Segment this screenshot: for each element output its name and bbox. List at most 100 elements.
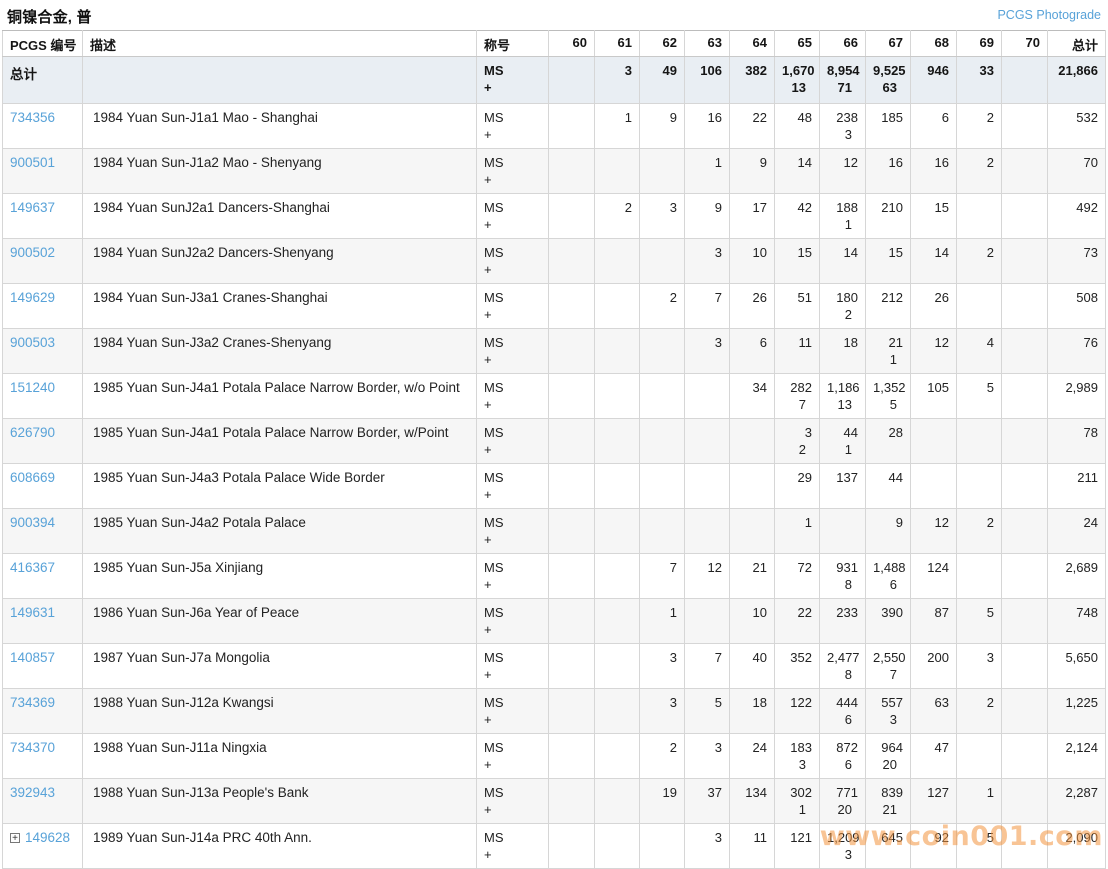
description-cell: 1984 Yuan Sun-J1a2 Mao - Shenyang (82, 148, 477, 194)
pcgs-id-link[interactable]: 416367 (10, 560, 56, 575)
table-row: 734370 1988 Yuan Sun-J11a Ningxia MS +2 3 24 1… (2, 733, 1106, 779)
grade-cell: 1,209 3 (819, 823, 866, 869)
pcgs-id-link[interactable]: 626790 (10, 425, 56, 440)
grade-cell: 15 (774, 238, 820, 284)
designation-cell: MS + (476, 688, 549, 734)
grade-count: 3 (624, 63, 632, 78)
grade-count: 2 (669, 290, 677, 305)
column-header-designation: 称号 (476, 30, 549, 57)
expand-icon[interactable] (10, 833, 20, 843)
column-header-grade-64: 64 (729, 30, 775, 57)
plus-grade-count: 13 (791, 80, 806, 95)
grade-count: 127 (927, 785, 949, 800)
pcgs-id-cell: 900503 (2, 328, 83, 374)
grade-count: 2,477 (827, 650, 860, 665)
pcgs-id-link[interactable]: 900394 (10, 515, 56, 530)
plus-grade-count: 3 (798, 757, 806, 772)
pcgs-id-cell: 900394 (2, 508, 83, 554)
grade-count: 3 (714, 830, 722, 845)
designation-line: MS (484, 605, 504, 620)
grade-cell (639, 508, 685, 554)
plus-grade-count: 7 (889, 667, 897, 682)
grade-count: 9 (759, 155, 767, 170)
grade-count: 2,550 (873, 650, 906, 665)
pcgs-id-link[interactable]: 900503 (10, 335, 56, 350)
pcgs-id-link[interactable]: 900501 (10, 155, 56, 170)
column-header-grade-66: 66 (819, 30, 866, 57)
grade-cell: 12 (684, 553, 730, 599)
designation-cell: MS + (476, 373, 549, 419)
grade-cell (1001, 508, 1048, 554)
grade-count: 11 (753, 830, 768, 845)
designation-line: + (484, 487, 492, 502)
total-cell: 508 (1047, 283, 1106, 329)
pcgs-id-link[interactable]: 151240 (10, 380, 56, 395)
pcgs-id-link[interactable]: 392943 (10, 785, 56, 800)
pcgs-id-link[interactable]: 734356 (10, 110, 56, 125)
grade-count: 2 (986, 515, 994, 530)
grade-count: 1 (624, 110, 632, 125)
plus-grade-count: 8 (844, 577, 852, 592)
grade-cell: 7 (684, 643, 730, 689)
grade-cell (548, 688, 595, 734)
grade-count: 185 (881, 110, 903, 125)
grade-count: 557 (881, 695, 903, 710)
grade-cell (1001, 823, 1048, 869)
pcgs-id-link[interactable]: 608669 (10, 470, 56, 485)
grade-count: 134 (745, 785, 767, 800)
grade-count: 212 (881, 290, 903, 305)
grade-count: 2,989 (1065, 380, 1098, 395)
grade-count: 21 (752, 560, 767, 575)
grade-count: 29 (797, 470, 812, 485)
grade-count: 3 (669, 650, 677, 665)
grade-cell (956, 283, 1002, 329)
grade-count: 26 (752, 290, 767, 305)
grade-cell: 3 (639, 688, 685, 734)
designation-line: MS (484, 290, 504, 305)
grade-count: 302 (790, 785, 812, 800)
designation-cell: MS + (476, 238, 549, 284)
grade-cell: 44 (865, 463, 911, 509)
grade-count: 1,670 (782, 63, 815, 78)
grade-cell: 29 (774, 463, 820, 509)
grade-cell (548, 508, 595, 554)
photograde-link[interactable]: PCGS Photograde (997, 8, 1101, 22)
grade-cell (1001, 688, 1048, 734)
pcgs-id-link[interactable]: 149628 (25, 830, 71, 845)
grade-cell: 2 (594, 193, 640, 239)
pcgs-id-link[interactable]: 149629 (10, 290, 56, 305)
total-cell: 76 (1047, 328, 1106, 374)
total-cell: 492 (1047, 193, 1106, 239)
grade-cell: 872 6 (819, 733, 866, 779)
grade-cell: 931 8 (819, 553, 866, 599)
grade-cell (1001, 103, 1048, 149)
grade-cell: 16 (910, 148, 957, 194)
pcgs-id-link[interactable]: 900502 (10, 245, 56, 260)
plus-grade-count: 20 (882, 757, 897, 772)
grade-count: 22 (797, 605, 812, 620)
grade-cell: 63 (910, 688, 957, 734)
designation-line: + (484, 127, 492, 142)
pcgs-id-link[interactable]: 734370 (10, 740, 56, 755)
grade-cell (548, 103, 595, 149)
grade-count: 47 (934, 740, 949, 755)
grade-count: 78 (1083, 425, 1098, 440)
grade-count: 122 (790, 695, 812, 710)
pcgs-id-link[interactable]: 149631 (10, 605, 56, 620)
totals-grade-cell (548, 56, 595, 104)
pcgs-id-link[interactable]: 140857 (10, 650, 56, 665)
designation-cell: MS + (476, 418, 549, 464)
grade-count: 5 (986, 830, 994, 845)
grade-cell: 2 (639, 733, 685, 779)
pcgs-id-link[interactable]: 149637 (10, 200, 56, 215)
grade-cell (594, 283, 640, 329)
grade-count: 964 (881, 740, 903, 755)
grade-cell (594, 238, 640, 284)
total-cell: 2,989 (1047, 373, 1106, 419)
pcgs-id-link[interactable]: 734369 (10, 695, 56, 710)
grade-count: 15 (934, 200, 949, 215)
table-row: 151240 1985 Yuan Sun-J4a1 Potala Palace N… (2, 373, 1106, 419)
grade-count: 10 (752, 245, 767, 260)
plus-grade-count: 1 (844, 442, 852, 457)
grade-cell (639, 328, 685, 374)
